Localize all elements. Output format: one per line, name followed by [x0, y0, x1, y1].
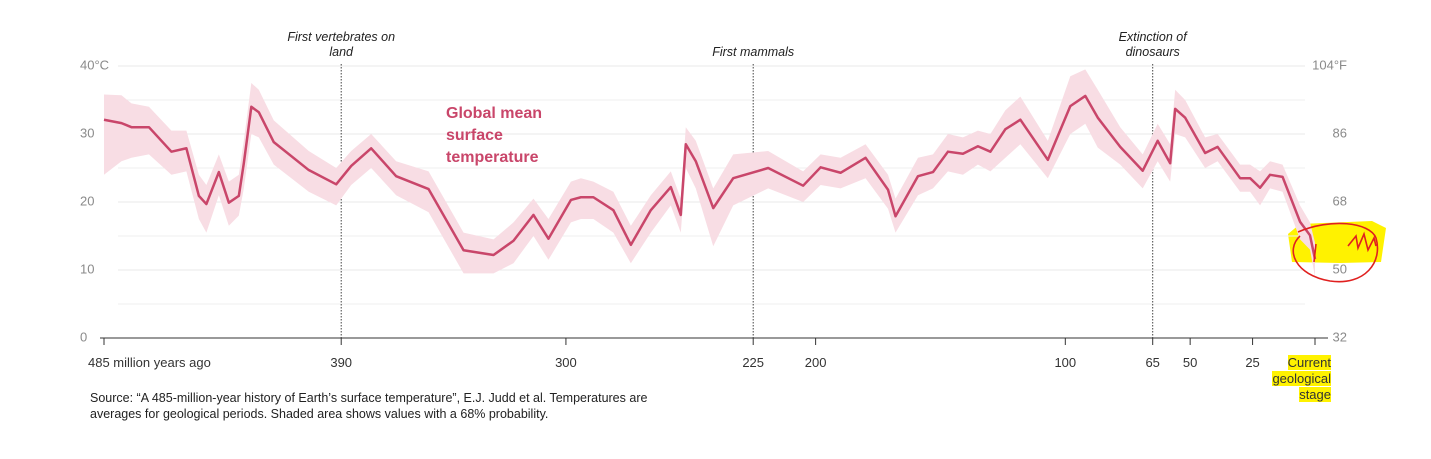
y2-tick-label: 50	[1333, 261, 1347, 276]
x-tick-text: 390	[330, 355, 353, 370]
source-text: Source: “A 485-million-year history of E…	[90, 391, 648, 421]
x-tick-text: 65	[1145, 355, 1160, 370]
annotation-text: Extinction of dinosaurs	[1118, 30, 1187, 59]
x-tick-text: 225	[742, 355, 765, 370]
annotation: Extinction of dinosaurs	[1098, 30, 1208, 60]
x-tick-label: 300	[526, 355, 606, 371]
x-tick-text: 100	[1054, 355, 1077, 370]
x-tick-label: 65	[1113, 355, 1193, 371]
x-tick-text: 200	[804, 355, 827, 370]
annotation-text: First mammals	[712, 45, 795, 59]
y2-tick-label: 32	[1333, 329, 1347, 344]
annotation: First vertebrates on land	[286, 30, 396, 60]
series-line	[103, 94, 1317, 260]
annotation-text: First vertebrates on land	[287, 30, 396, 59]
series-label-text: Global mean surface temperature	[446, 105, 543, 166]
annotation: First mammals	[698, 45, 808, 60]
y-tick-label: 0	[80, 329, 87, 344]
x-tick-text: Current geological stage	[1272, 355, 1331, 402]
x-tick-label: 25	[1213, 355, 1293, 371]
y2-tick-label: 68	[1333, 193, 1347, 208]
x-tick-text: 25	[1245, 355, 1260, 370]
source-note: Source: “A 485-million-year history of E…	[90, 390, 685, 422]
x-tick-text: 485 million years ago	[88, 355, 211, 370]
x-tick-label: 200	[776, 355, 856, 371]
x-tick-label: 390	[301, 355, 381, 371]
y2-tick-label: 86	[1333, 125, 1347, 140]
x-tick-text: 300	[555, 355, 577, 370]
x-tick-text: 50	[1182, 355, 1198, 370]
x-tick-label: 485 million years ago	[88, 355, 288, 371]
series-label: Global mean surface temperature	[446, 103, 564, 169]
y-tick-label: 20	[80, 193, 94, 208]
y2-tick-label: 104°F	[1312, 57, 1347, 72]
x-tick-label: 100	[1025, 355, 1105, 371]
y-tick-label: 40°C	[80, 57, 109, 72]
y-tick-label: 10	[80, 261, 94, 276]
x-tick-label: 225	[713, 355, 793, 371]
x-tick-label: 50	[1150, 355, 1230, 371]
y-tick-label: 30	[80, 125, 94, 140]
uncertainty-band	[104, 69, 1315, 277]
x-tick-label: Current geological stage	[1267, 355, 1331, 403]
